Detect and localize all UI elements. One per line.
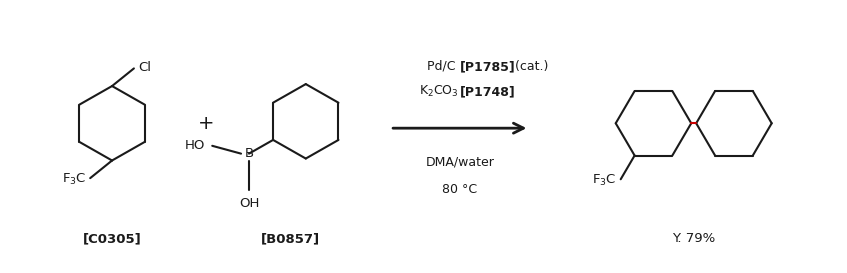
Text: HO: HO bbox=[185, 139, 205, 152]
Text: [P1748]: [P1748] bbox=[460, 85, 516, 99]
Text: [P1785]: [P1785] bbox=[460, 60, 516, 73]
Text: B: B bbox=[245, 147, 253, 160]
Text: F$_3$C: F$_3$C bbox=[592, 173, 617, 188]
Text: (cat.): (cat.) bbox=[512, 60, 549, 73]
Text: OH: OH bbox=[239, 197, 259, 210]
Text: K$_2$CO$_3$: K$_2$CO$_3$ bbox=[419, 84, 460, 99]
Text: [C0305]: [C0305] bbox=[83, 232, 141, 245]
Text: Y. 79%: Y. 79% bbox=[672, 232, 716, 245]
Text: +: + bbox=[198, 114, 214, 133]
Text: [B0857]: [B0857] bbox=[262, 232, 320, 245]
Text: Pd/C: Pd/C bbox=[427, 60, 460, 73]
Text: Cl: Cl bbox=[138, 61, 151, 74]
Text: 80 °C: 80 °C bbox=[442, 183, 478, 196]
Text: DMA/water: DMA/water bbox=[425, 156, 494, 169]
Text: F$_3$C: F$_3$C bbox=[62, 171, 86, 187]
